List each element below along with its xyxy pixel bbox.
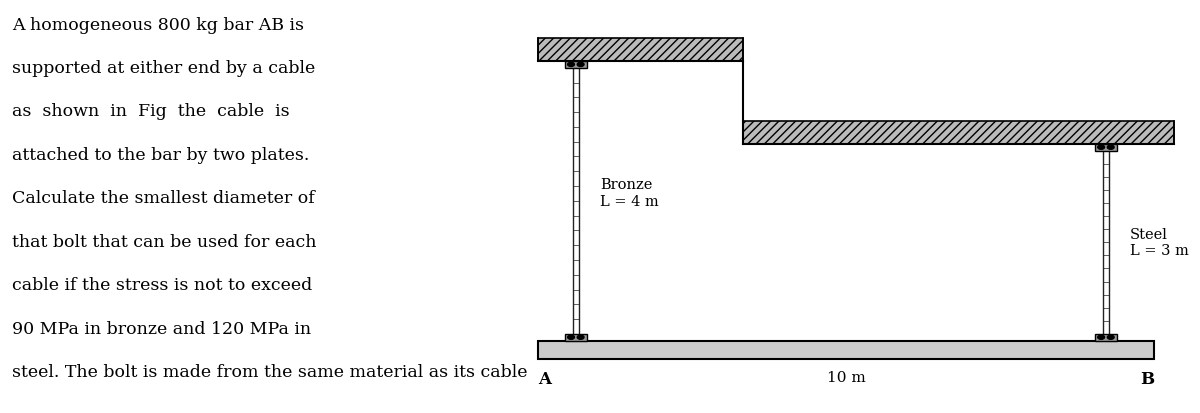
Text: as  shown  in  Fig  the  cable  is: as shown in Fig the cable is [12, 103, 289, 120]
Text: supported at either end by a cable: supported at either end by a cable [12, 60, 316, 77]
Text: Bronze
L = 4 m: Bronze L = 4 m [600, 178, 659, 208]
Bar [1094, 334, 1117, 341]
Bar [744, 122, 1175, 145]
Bar [1094, 145, 1117, 151]
Text: cable if the stress is not to exceed: cable if the stress is not to exceed [12, 277, 312, 294]
Text: B: B [1140, 370, 1154, 387]
Text: 90 MPa in bronze and 120 MPa in: 90 MPa in bronze and 120 MPa in [12, 320, 311, 337]
Bar [565, 334, 587, 341]
Text: attached to the bar by two plates.: attached to the bar by two plates. [12, 147, 310, 164]
Circle shape [577, 335, 584, 339]
Text: A homogeneous 800 kg bar AB is: A homogeneous 800 kg bar AB is [12, 17, 304, 33]
Circle shape [568, 63, 575, 67]
Text: steel. The bolt is made from the same material as its cable: steel. The bolt is made from the same ma… [12, 363, 528, 380]
Text: Calculate the smallest diameter of: Calculate the smallest diameter of [12, 190, 314, 207]
Text: 10 m: 10 m [827, 370, 865, 384]
Circle shape [568, 335, 575, 339]
Text: Steel
L = 3 m: Steel L = 3 m [1130, 228, 1189, 258]
Bar [539, 341, 1154, 359]
Bar [539, 39, 744, 62]
Bar [565, 62, 587, 69]
Circle shape [1108, 335, 1114, 339]
Text: that bolt that can be used for each: that bolt that can be used for each [12, 233, 317, 250]
Circle shape [1098, 146, 1104, 150]
Circle shape [1108, 146, 1114, 150]
Circle shape [577, 63, 584, 67]
Circle shape [1098, 335, 1104, 339]
Text: A: A [539, 370, 552, 387]
